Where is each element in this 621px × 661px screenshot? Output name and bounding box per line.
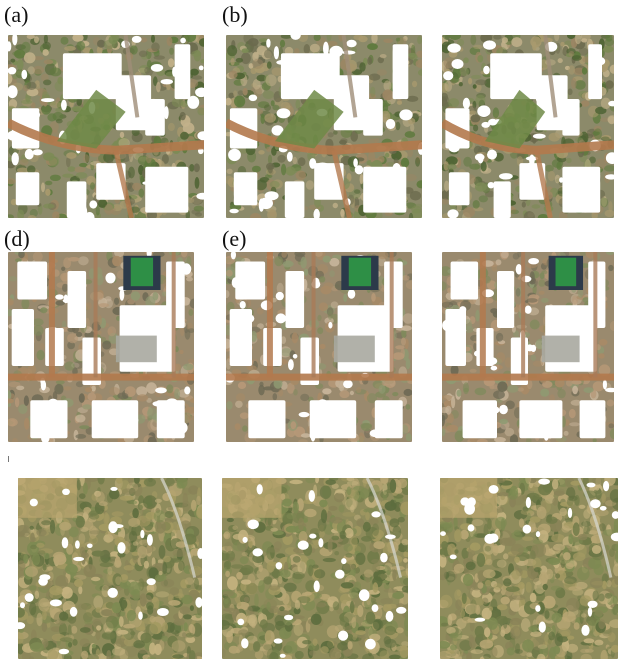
aerial-image [8,35,204,218]
panel-label-b: (b) [222,2,248,27]
aerial-image [226,252,412,442]
panel-row3-col3 [440,478,618,659]
aerial-image [8,252,194,442]
aerial-image [226,35,422,218]
aerial-image [222,478,408,659]
panel-row1-col2 [226,35,422,218]
panel-label-e: (e) [222,226,247,251]
panel-row2-col2 [226,252,412,442]
aerial-image [442,35,614,218]
panel-label-d: (d) [4,226,30,251]
panel-row3-col1 [18,478,202,659]
aerial-image [442,252,614,442]
aerial-image [440,478,618,659]
stray-tick-mark [8,456,9,462]
panel-row2-col1 [8,252,194,442]
panel-row2-col3 [442,252,614,442]
panel-label-a: (a) [4,2,29,27]
aerial-image [18,478,202,659]
panel-row1-col3 [442,35,614,218]
panel-row1-col1 [8,35,204,218]
panel-row3-col2 [222,478,408,659]
